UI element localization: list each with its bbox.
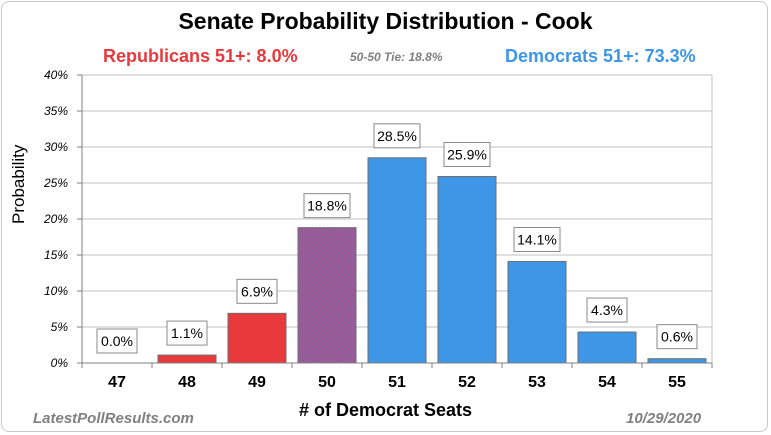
y-tick-label: 5% — [51, 320, 69, 334]
data-label-box — [303, 193, 351, 219]
x-tick-label: 51 — [388, 374, 406, 391]
data-label-box — [373, 123, 421, 149]
republicans-majority-text: Republicans 51+: 8.0% — [103, 46, 298, 66]
data-label: 4.3% — [591, 302, 623, 318]
y-tick-label: 30% — [44, 140, 68, 154]
x-tick-label: 47 — [108, 374, 126, 391]
data-label-box — [443, 142, 491, 168]
data-label: 1.1% — [171, 325, 203, 341]
data-label-box — [656, 324, 698, 350]
bar-seat-55 — [647, 358, 707, 364]
x-tick-label: 52 — [458, 374, 476, 391]
x-tick-label: 55 — [668, 374, 686, 391]
bar-seat-51 — [367, 157, 427, 364]
data-label-box — [586, 297, 628, 323]
bar-seat-48 — [157, 354, 217, 364]
data-label: 0.0% — [101, 333, 133, 349]
source-label: LatestPollResults.com — [33, 410, 194, 427]
bar-seat-52 — [437, 176, 497, 364]
y-tick-label: 10% — [44, 284, 68, 298]
democrats-majority-text: Democrats 51+: 73.3% — [505, 46, 696, 66]
data-label-box — [236, 278, 278, 304]
data-label: 6.9% — [241, 283, 273, 299]
data-label: 25.9% — [447, 147, 487, 163]
bar-seat-50 — [297, 227, 357, 364]
x-tick-label: 48 — [178, 374, 196, 391]
data-label: 14.1% — [517, 231, 557, 247]
y-tick-label: 0% — [51, 356, 69, 370]
data-label-box — [513, 226, 561, 252]
y-tick-label: 40% — [44, 68, 68, 82]
tie-probability-text: 50-50 Tie: 18.8% — [350, 50, 443, 64]
chart-title: Senate Probability Distribution - Cook — [178, 8, 593, 34]
x-tick-label: 54 — [598, 374, 616, 391]
y-tick-label: 35% — [44, 104, 68, 118]
data-label: 28.5% — [377, 128, 417, 144]
y-tick-label: 25% — [43, 176, 68, 190]
y-tick-label: 15% — [44, 248, 68, 262]
y-axis-label: Probability — [9, 144, 28, 224]
bar-seat-49 — [227, 312, 287, 364]
y-tick-label: 20% — [43, 212, 68, 226]
data-label: 0.6% — [661, 329, 693, 345]
date-label: 10/29/2020 — [626, 410, 702, 427]
bar-seat-53 — [507, 260, 567, 364]
x-tick-label: 50 — [318, 374, 336, 391]
data-label: 18.8% — [307, 198, 347, 214]
x-tick-label: 53 — [528, 374, 546, 391]
data-label-box — [166, 320, 208, 346]
x-axis-label: # of Democrat Seats — [298, 400, 473, 420]
data-label-box — [96, 328, 138, 354]
bar-seat-54 — [577, 331, 637, 364]
x-tick-label: 49 — [248, 374, 266, 391]
